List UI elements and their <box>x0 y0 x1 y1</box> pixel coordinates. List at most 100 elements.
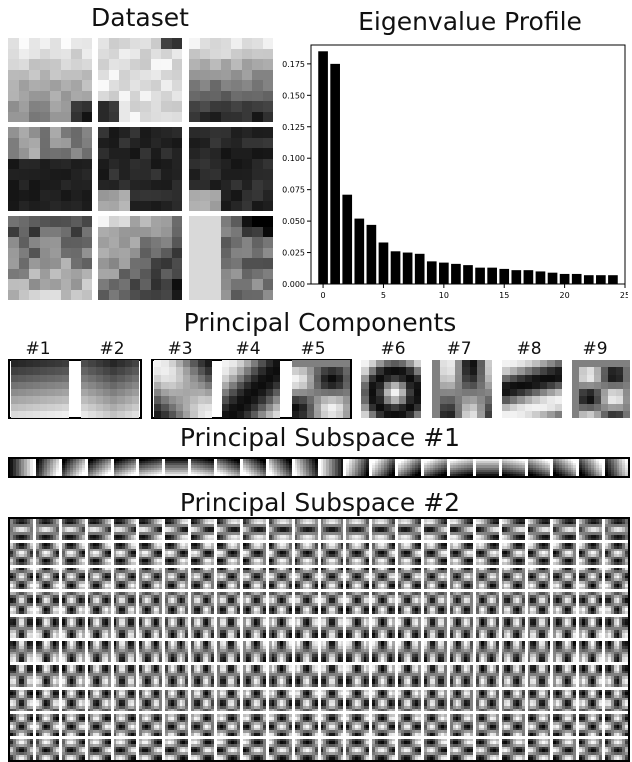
subspace-2-tile <box>87 616 111 638</box>
eigenvalue-bar <box>463 265 473 284</box>
subspace-2-tile <box>398 519 421 541</box>
subspace-2-tile <box>320 665 344 687</box>
principal-component-3 <box>154 360 212 418</box>
subspace-2-tile <box>113 641 137 663</box>
subspace-2-tile <box>294 714 318 736</box>
subspace-2-tile <box>61 738 85 760</box>
component-label: #8 <box>516 339 542 359</box>
x-tick-label: 5 <box>381 291 386 300</box>
subspace-2-tile <box>553 567 577 590</box>
subspace-2-tile <box>191 592 214 614</box>
subspace-1-tile <box>217 459 240 476</box>
subspace-2-tile <box>217 689 240 712</box>
subspace-2-tile <box>35 665 59 687</box>
eigenvalue-bar <box>511 270 522 284</box>
subspace-2-tile <box>294 738 318 760</box>
subspace-2-tile <box>579 616 603 638</box>
subspace-2-tile <box>35 592 59 614</box>
subspace-2-tile <box>605 665 628 687</box>
subspace-2-tile <box>61 519 85 541</box>
subspace-2-tile <box>346 519 370 541</box>
subspace-2-tile <box>449 567 473 590</box>
subspace-2-tile <box>242 519 266 541</box>
component-label: #3 <box>167 339 193 359</box>
eigenvalue-bar <box>366 224 377 284</box>
subspace-2-tile <box>10 567 33 590</box>
subspace-2-tile <box>346 641 370 663</box>
subspace-2-tile <box>372 714 396 736</box>
principal-component-9 <box>572 360 630 418</box>
subspace-2-tile <box>87 738 111 760</box>
subspace-2-tile <box>139 567 163 590</box>
subspace-2-tile <box>424 689 447 712</box>
subspace-2-tile <box>346 714 370 736</box>
dataset-patch <box>98 38 182 122</box>
subspace-2-tile <box>217 616 240 638</box>
subspace-2-tile <box>320 592 344 614</box>
subspace-2-tile <box>61 665 85 687</box>
subspace-2-tile <box>605 519 628 541</box>
subspace-2-tile <box>191 641 214 663</box>
subspace-2-tile <box>113 592 137 614</box>
subspace-2-tile <box>87 714 111 736</box>
dataset-patch <box>189 127 273 211</box>
subspace-2-tile <box>372 641 396 663</box>
subspace-2-tile <box>10 714 33 736</box>
dataset-patch <box>8 216 92 300</box>
subspace-2-tile <box>553 738 577 760</box>
subspace-1-tile <box>35 459 59 476</box>
subspace-2-tile <box>372 665 396 687</box>
subspace-2-tile <box>501 543 525 565</box>
subspace-2-tile <box>113 567 137 590</box>
subspace-2-tile <box>268 519 292 541</box>
dataset-patch <box>98 216 182 300</box>
subspace-2-tile <box>165 738 189 760</box>
subspace-1-tile <box>320 459 344 476</box>
subspace-2-tile <box>87 543 111 565</box>
principal-component-7 <box>432 360 492 418</box>
subspace-2-tile <box>605 641 628 663</box>
subspace-2-tile <box>527 543 551 565</box>
x-tick-label: 20 <box>560 291 570 300</box>
eigenvalue-bar <box>547 272 558 284</box>
subspace-2-tile <box>61 641 85 663</box>
subspace-2-tile <box>553 641 577 663</box>
subspace-2-tile <box>242 616 266 638</box>
y-tick-label: 0.000 <box>282 280 305 289</box>
subspace-2-tile <box>449 543 473 565</box>
eigenvalue-bar <box>330 63 340 284</box>
subspace-2-tile <box>475 616 499 638</box>
subspace-2-tile <box>346 616 370 638</box>
subspace-2-tile <box>113 689 137 712</box>
subspace-1-tile <box>579 459 603 476</box>
principal-component-6 <box>361 360 421 418</box>
subspace-2-tile <box>475 641 499 663</box>
subspace-2-tile <box>501 689 525 712</box>
plot-frame <box>310 44 626 285</box>
subspace-1-tile <box>191 459 214 476</box>
subspace-2-tile <box>398 592 421 614</box>
principal-subspace-1-title: Principal Subspace #1 <box>179 423 461 452</box>
subspace-2-tile <box>449 665 473 687</box>
subspace-1-tile <box>527 459 551 476</box>
subspace-2-tile <box>320 519 344 541</box>
subspace-2-tile <box>424 592 447 614</box>
subspace-2-tile <box>320 714 344 736</box>
subspace-2-tile <box>217 519 240 541</box>
subspace-2-tile <box>475 519 499 541</box>
subspace-2-tile <box>139 714 163 736</box>
dataset-patch <box>98 127 182 211</box>
eigenvalue-bar <box>475 267 485 284</box>
subspace-2-tile <box>165 543 189 565</box>
subspace-2-tile <box>139 738 163 760</box>
subspace-2-tile <box>10 543 33 565</box>
subspace-2-tile <box>449 689 473 712</box>
subspace-2-tile <box>242 689 266 712</box>
subspace-2-tile <box>191 714 214 736</box>
subspace-2-tile <box>475 567 499 590</box>
subspace-2-tile <box>501 714 525 736</box>
eigenvalue-bar <box>318 51 328 284</box>
eigenvalue-bar <box>571 273 582 284</box>
subspace-2-tile <box>398 665 421 687</box>
subspace-2-tile <box>449 641 473 663</box>
